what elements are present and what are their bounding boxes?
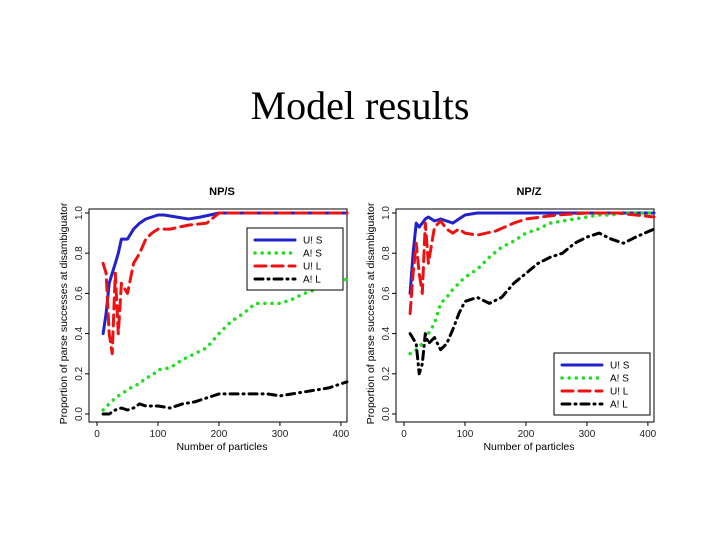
plot-frame xyxy=(88,208,348,423)
legend-label: U! S xyxy=(303,236,323,247)
x-tick-label: 0 xyxy=(94,429,100,440)
legend-label: A! S xyxy=(610,374,629,385)
series-line-a-l xyxy=(101,380,349,416)
series-line-a-l xyxy=(408,227,656,376)
chart-np-z: NP/Z 0 100 200 300 400 0.0 0.2 0.4 0.6 0.8 1.0 Numbe… xyxy=(365,186,657,453)
y-axis-label: Proportion of parse successes at disambi… xyxy=(365,202,377,424)
y-tick-label: 0.2 xyxy=(381,366,392,380)
y-tick-label: 0.8 xyxy=(381,246,392,260)
x-tick-label: 100 xyxy=(150,429,167,440)
chart-title: NP/Z xyxy=(516,186,541,198)
series-line-u-l xyxy=(101,211,349,356)
slide-title: Model results xyxy=(250,83,470,128)
y-tick-label: 0.6 xyxy=(74,286,85,300)
y-tick-label: 1.0 xyxy=(74,206,85,220)
chart-np-s: NP/S 0 100 200 300 400 0.0 0.2 0.4 0.6 0.8 1.0 Numbe… xyxy=(58,186,350,453)
y-tick-label: 0.6 xyxy=(381,286,392,300)
legend-label: U! L xyxy=(303,262,322,273)
series-line-u-s xyxy=(101,211,349,336)
y-tick-label: 0.8 xyxy=(74,246,85,260)
plot-frame xyxy=(395,208,655,423)
x-tick-label: 100 xyxy=(457,429,474,440)
x-axis-label: Number of particles xyxy=(483,441,574,453)
legend-label: U! S xyxy=(610,361,630,372)
x-tick-label: 400 xyxy=(640,429,657,440)
y-tick-label: 0.2 xyxy=(74,366,85,380)
series-line-u-s xyxy=(408,211,656,295)
x-tick-label: 200 xyxy=(518,429,535,440)
x-tick-label: 300 xyxy=(272,429,289,440)
legend-label: A! L xyxy=(610,400,628,411)
legend-box xyxy=(246,227,344,291)
y-tick-label: 0.4 xyxy=(381,326,392,340)
x-axis-label: Number of particles xyxy=(176,441,267,453)
y-tick-label: 0.0 xyxy=(381,407,392,421)
series-line-u-l xyxy=(408,211,656,315)
y-tick-label: 1.0 xyxy=(381,206,392,220)
series-line-a-s xyxy=(408,211,656,356)
legend-label: A! S xyxy=(303,249,322,260)
x-tick-label: 200 xyxy=(211,429,228,440)
x-tick-label: 400 xyxy=(333,429,350,440)
legend-box xyxy=(553,352,651,416)
series-line-a-s xyxy=(101,277,349,412)
legend-label: A! L xyxy=(303,275,321,286)
x-tick-label: 300 xyxy=(579,429,596,440)
x-tick-label: 0 xyxy=(401,429,407,440)
y-tick-label: 0.0 xyxy=(74,407,85,421)
chart-title: NP/S xyxy=(209,186,235,198)
y-tick-label: 0.4 xyxy=(74,326,85,340)
y-axis-label: Proportion of parse successes at disambi… xyxy=(58,202,70,424)
legend-label: U! L xyxy=(610,387,629,398)
